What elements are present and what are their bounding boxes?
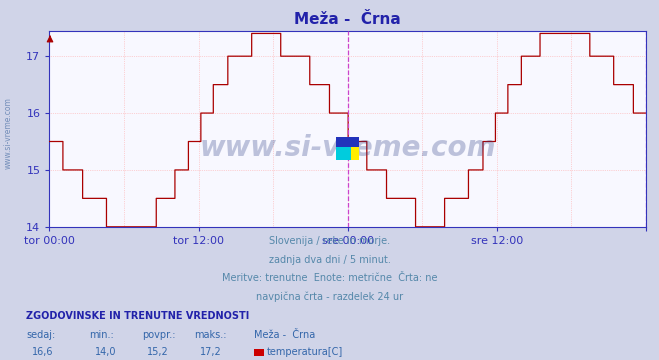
- Text: min.:: min.:: [89, 330, 114, 340]
- Text: povpr.:: povpr.:: [142, 330, 175, 340]
- Text: zadnja dva dni / 5 minut.: zadnja dva dni / 5 minut.: [269, 255, 390, 265]
- Text: Meritve: trenutne  Enote: metrične  Črta: ne: Meritve: trenutne Enote: metrične Črta: …: [221, 273, 438, 283]
- Title: Meža -  Črna: Meža - Črna: [295, 12, 401, 27]
- Text: 14,0: 14,0: [95, 347, 116, 357]
- Text: sedaj:: sedaj:: [26, 330, 55, 340]
- Text: Meža -  Črna: Meža - Črna: [254, 330, 315, 340]
- Text: www.si-vreme.com: www.si-vreme.com: [200, 134, 496, 162]
- Text: temperatura[C]: temperatura[C]: [267, 347, 343, 357]
- Text: 15,2: 15,2: [147, 347, 169, 357]
- Text: www.si-vreme.com: www.si-vreme.com: [4, 97, 13, 169]
- Text: 17,2: 17,2: [200, 347, 222, 357]
- Text: Slovenija / reke in morje.: Slovenija / reke in morje.: [269, 236, 390, 246]
- Text: 16,6: 16,6: [32, 347, 53, 357]
- Text: navpična črta - razdelek 24 ur: navpična črta - razdelek 24 ur: [256, 292, 403, 302]
- Text: ZGODOVINSKE IN TRENUTNE VREDNOSTI: ZGODOVINSKE IN TRENUTNE VREDNOSTI: [26, 311, 250, 321]
- Text: maks.:: maks.:: [194, 330, 227, 340]
